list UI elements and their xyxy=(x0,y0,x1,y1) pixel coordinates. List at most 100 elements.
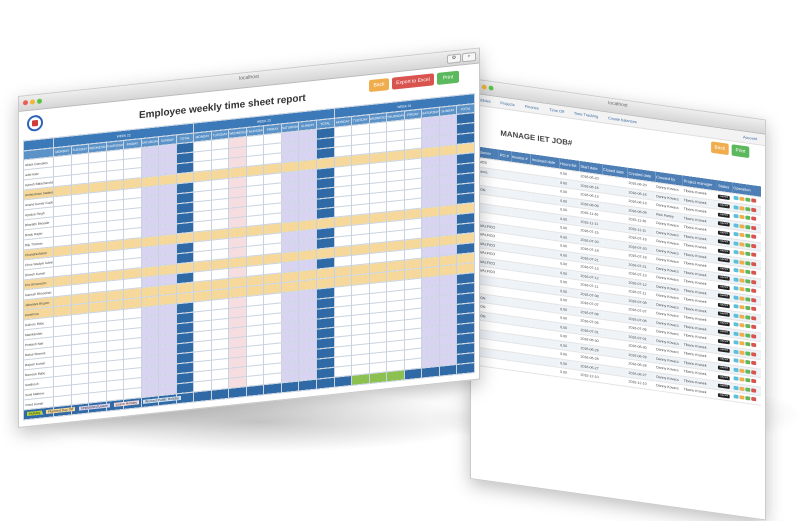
settings-icon[interactable] xyxy=(745,251,751,257)
edit-icon[interactable] xyxy=(733,376,739,382)
view-icon[interactable] xyxy=(739,223,745,229)
delete-icon[interactable] xyxy=(751,261,756,267)
view-icon[interactable] xyxy=(739,296,745,301)
settings-icon[interactable] xyxy=(745,242,751,248)
menu-account[interactable]: Account xyxy=(742,134,758,142)
view-icon[interactable] xyxy=(739,251,745,256)
settings-icon[interactable] xyxy=(745,387,751,392)
settings-icon[interactable] xyxy=(745,224,751,230)
delete-icon[interactable] xyxy=(751,351,756,357)
settings-icon[interactable] xyxy=(745,369,751,374)
delete-icon[interactable] xyxy=(751,315,756,321)
delete-icon[interactable] xyxy=(751,324,756,330)
view-icon[interactable] xyxy=(739,214,745,220)
edit-icon[interactable] xyxy=(733,358,739,363)
edit-icon[interactable] xyxy=(733,394,739,400)
edit-icon[interactable] xyxy=(733,277,739,282)
delete-icon[interactable] xyxy=(751,207,756,213)
delete-icon[interactable] xyxy=(751,379,756,384)
view-icon[interactable] xyxy=(739,305,745,310)
delete-icon[interactable] xyxy=(751,360,756,366)
delete-icon[interactable] xyxy=(751,225,756,231)
view-icon[interactable] xyxy=(739,269,745,274)
delete-icon[interactable] xyxy=(751,216,756,222)
settings-icon[interactable] xyxy=(745,233,751,239)
delete-icon[interactable] xyxy=(751,397,756,402)
report-print-button[interactable]: Print xyxy=(437,70,459,85)
edit-icon[interactable] xyxy=(733,250,739,255)
view-icon[interactable] xyxy=(739,341,745,346)
view-icon[interactable] xyxy=(739,350,745,355)
settings-icon[interactable] xyxy=(745,360,751,365)
delete-icon[interactable] xyxy=(751,306,756,312)
settings-icon[interactable] xyxy=(745,215,751,221)
edit-icon[interactable] xyxy=(733,322,739,327)
view-icon[interactable] xyxy=(739,368,745,373)
delete-icon[interactable] xyxy=(751,388,756,393)
delete-icon[interactable] xyxy=(751,270,756,276)
view-icon[interactable] xyxy=(739,386,745,391)
view-icon[interactable] xyxy=(739,332,745,337)
new-tab-icon[interactable]: + xyxy=(462,51,476,63)
delete-icon[interactable] xyxy=(751,297,756,303)
view-icon[interactable] xyxy=(739,205,745,211)
delete-icon[interactable] xyxy=(751,369,756,375)
edit-icon[interactable] xyxy=(733,223,739,228)
delete-icon[interactable] xyxy=(751,252,756,258)
delete-icon[interactable] xyxy=(751,288,756,294)
settings-icon[interactable] xyxy=(745,351,751,356)
settings-icon[interactable] xyxy=(745,206,751,212)
delete-icon[interactable] xyxy=(751,279,756,285)
edit-icon[interactable] xyxy=(733,286,739,291)
settings-icon[interactable]: ⚙ xyxy=(447,53,461,64)
edit-icon[interactable] xyxy=(733,268,739,273)
settings-icon[interactable] xyxy=(745,296,751,302)
view-icon[interactable] xyxy=(739,323,745,328)
edit-icon[interactable] xyxy=(733,340,739,345)
settings-icon[interactable] xyxy=(745,324,751,329)
edit-icon[interactable] xyxy=(733,241,739,246)
menu-finance[interactable]: Finance xyxy=(524,103,539,111)
edit-icon[interactable] xyxy=(733,232,739,237)
settings-icon[interactable] xyxy=(745,396,751,401)
edit-icon[interactable] xyxy=(733,367,739,372)
edit-icon[interactable] xyxy=(733,313,739,318)
delete-icon[interactable] xyxy=(751,234,756,240)
view-icon[interactable] xyxy=(739,314,745,319)
report-back-button[interactable]: Back xyxy=(369,78,389,93)
menu-projects[interactable]: Projects xyxy=(500,100,515,108)
settings-icon[interactable] xyxy=(745,378,751,383)
settings-icon[interactable] xyxy=(745,333,751,338)
view-icon[interactable] xyxy=(739,287,745,292)
view-icon[interactable] xyxy=(739,278,745,283)
menu-time-off[interactable]: Time Off xyxy=(549,107,565,115)
settings-icon[interactable] xyxy=(745,197,751,203)
edit-icon[interactable] xyxy=(733,331,739,336)
edit-icon[interactable] xyxy=(733,304,739,309)
edit-icon[interactable] xyxy=(733,196,739,201)
view-icon[interactable] xyxy=(739,260,745,265)
settings-icon[interactable] xyxy=(745,260,751,266)
settings-icon[interactable] xyxy=(745,305,751,311)
edit-icon[interactable] xyxy=(733,295,739,300)
delete-icon[interactable] xyxy=(751,342,756,348)
settings-icon[interactable] xyxy=(745,342,751,347)
delete-icon[interactable] xyxy=(751,198,756,203)
delete-icon[interactable] xyxy=(751,333,756,339)
menu-create-balances[interactable]: Create balances xyxy=(608,115,637,125)
edit-icon[interactable] xyxy=(733,205,739,210)
settings-icon[interactable] xyxy=(745,315,751,320)
job-print-button[interactable]: Print xyxy=(731,144,750,159)
edit-icon[interactable] xyxy=(733,349,739,354)
delete-icon[interactable] xyxy=(751,243,756,249)
edit-icon[interactable] xyxy=(733,385,739,391)
job-back-button[interactable]: Back xyxy=(711,141,729,156)
view-icon[interactable] xyxy=(739,241,745,247)
settings-icon[interactable] xyxy=(745,278,751,284)
settings-icon[interactable] xyxy=(745,287,751,293)
edit-icon[interactable] xyxy=(733,259,739,264)
view-icon[interactable] xyxy=(739,395,745,400)
view-icon[interactable] xyxy=(739,359,745,364)
menu-time-tracking[interactable]: Time Tracking xyxy=(573,110,599,119)
view-icon[interactable] xyxy=(739,196,745,202)
